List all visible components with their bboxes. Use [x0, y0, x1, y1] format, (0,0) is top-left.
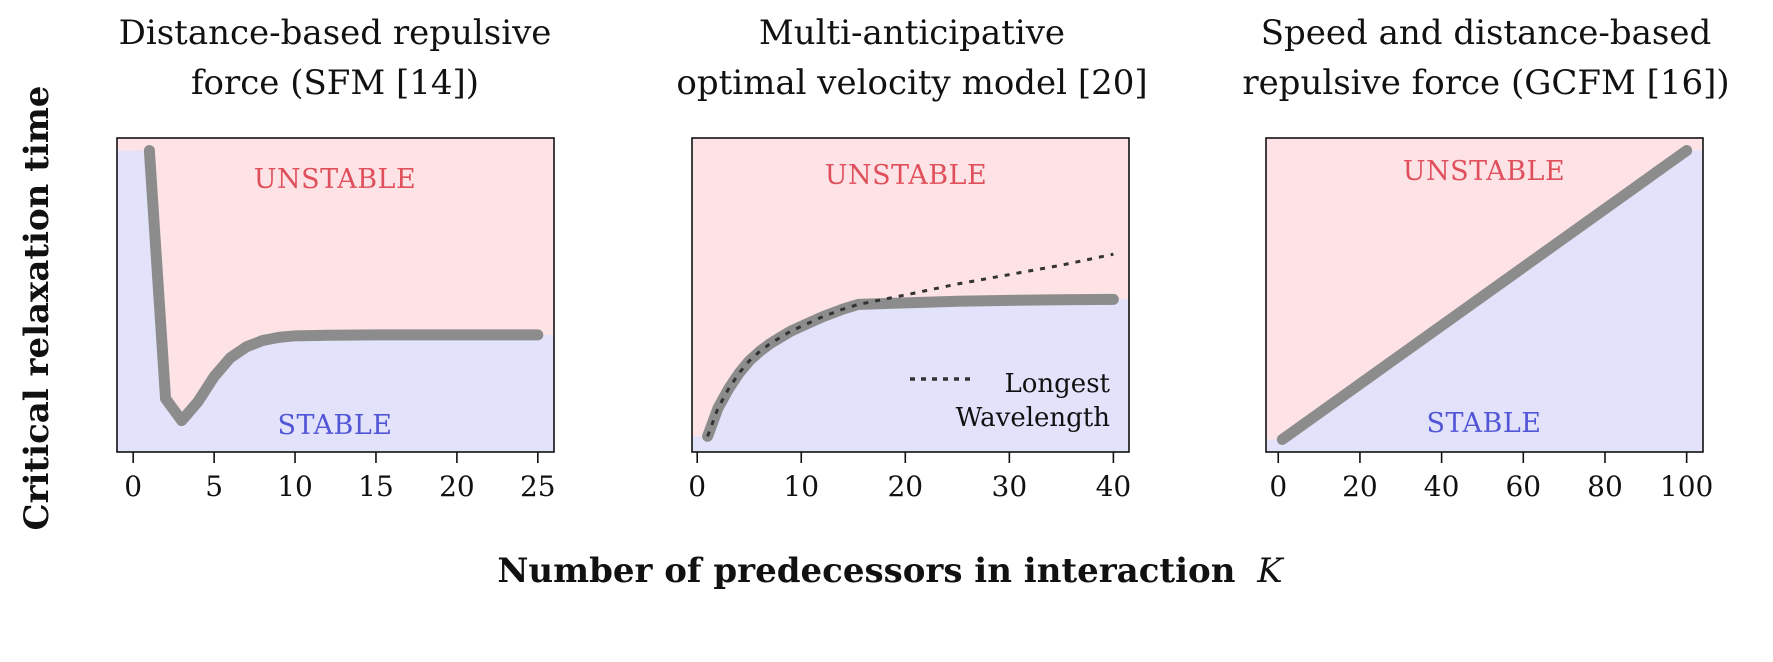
y-axis-label: Critical relaxation time	[17, 86, 57, 531]
panel-1-curves	[143, 145, 544, 427]
panel-3-frame	[1265, 137, 1704, 453]
panel-2-title-line-1: Multi-anticipative	[759, 13, 1065, 53]
panel-2-legend: Longest Wavelength	[910, 369, 1111, 433]
x-tick-label: 20	[887, 470, 923, 503]
x-tick-label: 40	[1096, 470, 1132, 503]
x-tick-label: 0	[1269, 470, 1287, 503]
panel-1-title-line-2: force (SFM [14])	[191, 63, 479, 103]
panel-2-curves	[702, 252, 1119, 442]
panel-2-x-ticks: 0 10 20 30 40	[688, 452, 1131, 503]
panel-1-title-line-1: Distance-based repulsive	[119, 13, 552, 53]
panel-1-unstable-label: UNSTABLE	[254, 164, 416, 195]
panel-1-x-ticks: 0 5 10 15 20 25	[124, 452, 556, 503]
x-tick-label: 100	[1660, 470, 1713, 503]
panel-3: Speed and distance-based repulsive force…	[1242, 13, 1729, 503]
panel-2-regions	[692, 138, 1129, 452]
stable-region	[692, 299, 1129, 452]
legend-entry-line-2: Wavelength	[956, 403, 1111, 433]
panel-3-unstable-label: UNSTABLE	[1403, 156, 1565, 187]
x-axis-label: Number of predecessors in interaction K	[497, 551, 1285, 591]
x-axis-label-text: Number of predecessors in interaction	[497, 551, 1235, 591]
x-tick-label: 30	[992, 470, 1028, 503]
x-tick-label: 20	[1342, 470, 1378, 503]
panel-3-title-line-1: Speed and distance-based	[1261, 13, 1712, 53]
stable-region	[117, 150, 554, 452]
panel-2-unstable-label: UNSTABLE	[825, 160, 987, 191]
x-tick-label: 25	[520, 470, 556, 503]
panel-2-title-line-2: optimal velocity model [20]	[676, 63, 1147, 103]
critical-curve	[702, 293, 1119, 442]
x-tick-label: 0	[124, 470, 142, 503]
panel-2-frame	[691, 137, 1130, 453]
panel-3-x-ticks: 0 20 40 60 80 100	[1269, 452, 1713, 503]
x-tick-label: 80	[1587, 470, 1623, 503]
panel-3-title-line-2: repulsive force (GCFM [16])	[1242, 63, 1729, 103]
panel-1-stable-label: STABLE	[277, 410, 392, 441]
panel-1-regions	[117, 138, 554, 452]
panel-2: Multi-anticipative optimal velocity mode…	[676, 13, 1147, 503]
panel-3-stable-label: STABLE	[1426, 408, 1541, 439]
x-tick-label: 10	[783, 470, 819, 503]
x-tick-label: 10	[277, 470, 313, 503]
x-tick-label: 20	[439, 470, 475, 503]
legend-entry-line-1: Longest	[1005, 369, 1111, 399]
x-tick-label: 15	[358, 470, 394, 503]
x-tick-label: 0	[688, 470, 706, 503]
critical-curve	[1276, 145, 1693, 445]
panel-1: Distance-based repulsive force (SFM [14]…	[116, 13, 556, 503]
panel-1-frame	[116, 137, 555, 453]
critical-curve	[143, 145, 544, 427]
x-tick-label: 40	[1424, 470, 1460, 503]
x-axis-label-symbol: K	[1256, 551, 1285, 591]
panel-3-curves	[1276, 145, 1693, 445]
x-tick-label: 5	[205, 470, 223, 503]
x-tick-label: 60	[1505, 470, 1541, 503]
